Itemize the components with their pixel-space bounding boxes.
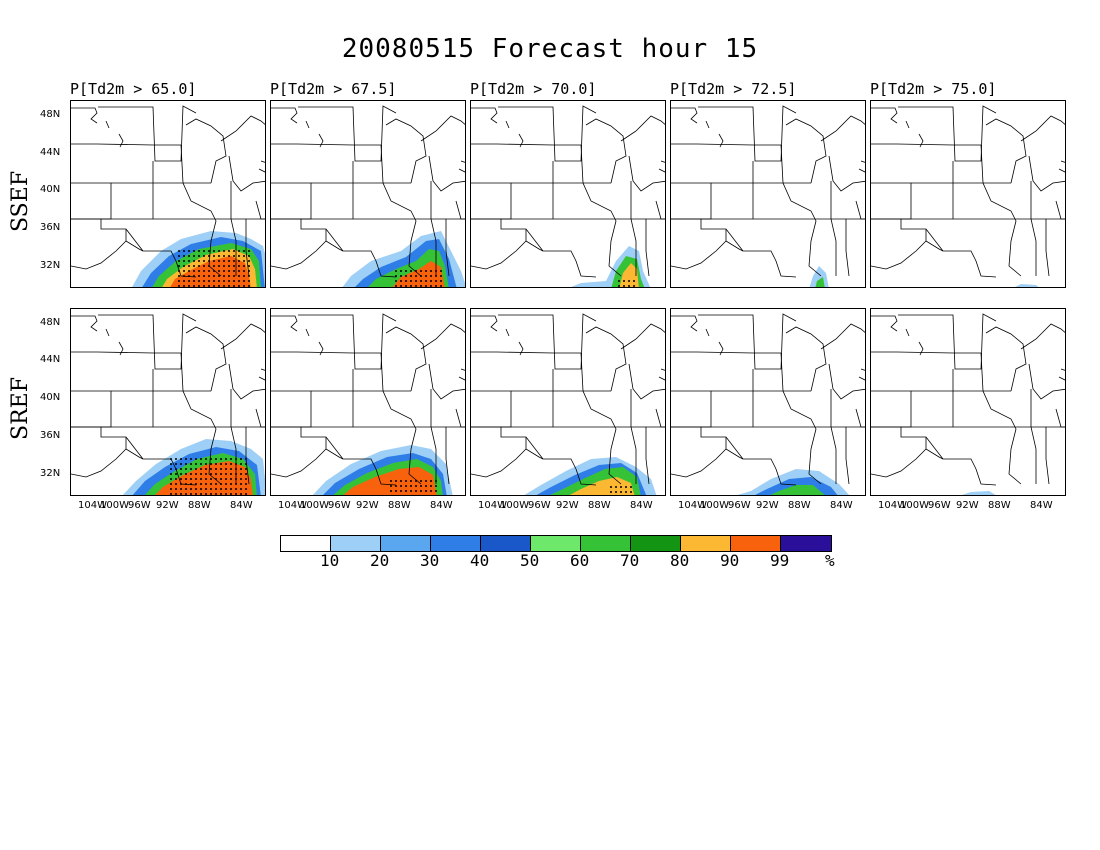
map-panel-sref-3	[470, 308, 666, 496]
map-panel-sref-5	[870, 308, 1066, 496]
row-label-ssef: SSEF	[8, 170, 33, 232]
map-panel-ssef-4	[670, 100, 866, 288]
lon-tick-88w-panel-4: 88W	[788, 500, 811, 511]
colorbar-swatch-9	[731, 536, 781, 551]
lon-tick-104w-panel-1: 104W	[78, 500, 107, 511]
map-panel-ssef-2	[270, 100, 466, 288]
lon-tick-88w-panel-5: 88W	[988, 500, 1011, 511]
lon-tick-104w-panel-5: 104W	[878, 500, 907, 511]
lat-tick-32n-row2: 32N	[40, 468, 61, 479]
colorbar-swatch-2	[381, 536, 431, 551]
lat-tick-32n-row1: 32N	[40, 260, 61, 271]
lon-tick-92w-panel-2: 92W	[356, 500, 379, 511]
lat-tick-48n-row1: 48N	[40, 109, 61, 120]
map-panel-ssef-5	[870, 100, 1066, 288]
lon-tick-88w-panel-2: 88W	[388, 500, 411, 511]
colorbar-swatch-6	[581, 536, 631, 551]
lat-tick-36n-row1: 36N	[40, 222, 61, 233]
lon-tick-84w-panel-3: 84W	[630, 500, 653, 511]
map-panel-sref-4	[670, 308, 866, 496]
lon-tick-100w-panel-2: 100W	[300, 500, 329, 511]
map-panel-sref-2	[270, 308, 466, 496]
lon-tick-92w-panel-1: 92W	[156, 500, 179, 511]
colorbar-label-8: 90	[720, 551, 740, 570]
lat-tick-48n-row2: 48N	[40, 317, 61, 328]
lon-tick-88w-panel-1: 88W	[188, 500, 211, 511]
lon-tick-100w-panel-1: 100W	[100, 500, 129, 511]
colorbar-swatch-8	[681, 536, 731, 551]
colorbar-label-1: 20	[370, 551, 390, 570]
lon-tick-100w-panel-4: 100W	[700, 500, 729, 511]
lon-tick-104w-panel-4: 104W	[678, 500, 707, 511]
lon-tick-84w-panel-1: 84W	[230, 500, 253, 511]
lon-tick-92w-panel-5: 92W	[956, 500, 979, 511]
lon-tick-96w-panel-3: 96W	[528, 500, 551, 511]
colorbar-label-4: 50	[520, 551, 540, 570]
lat-tick-44n-row1: 44N	[40, 147, 61, 158]
lat-tick-36n-row2: 36N	[40, 430, 61, 441]
lon-tick-100w-panel-5: 100W	[900, 500, 929, 511]
lat-tick-40n-row1: 40N	[40, 184, 61, 195]
lon-tick-92w-panel-4: 92W	[756, 500, 779, 511]
lon-tick-96w-panel-4: 96W	[728, 500, 751, 511]
colorbar-swatch-10	[781, 536, 831, 551]
lon-tick-100w-panel-3: 100W	[500, 500, 529, 511]
panel-title-4: P[Td2m > 72.5]	[670, 80, 797, 98]
colorbar-swatch-5	[531, 536, 581, 551]
lon-tick-84w-panel-4: 84W	[830, 500, 853, 511]
panel-title-5: P[Td2m > 75.0]	[870, 80, 997, 98]
colorbar-label-2: 30	[420, 551, 440, 570]
lon-tick-104w-panel-3: 104W	[478, 500, 507, 511]
lon-tick-96w-panel-2: 96W	[328, 500, 351, 511]
lon-tick-96w-panel-5: 96W	[928, 500, 951, 511]
lon-tick-84w-panel-5: 84W	[1030, 500, 1053, 511]
colorbar-swatch-4	[481, 536, 531, 551]
figure-title: 20080515 Forecast hour 15	[341, 34, 759, 64]
panel-title-1: P[Td2m > 65.0]	[70, 80, 197, 98]
colorbar-swatch-1	[331, 536, 381, 551]
colorbar-label-6: 70	[620, 551, 640, 570]
colorbar-label-3: 40	[470, 551, 490, 570]
colorbar-swatch-7	[631, 536, 681, 551]
lon-tick-92w-panel-3: 92W	[556, 500, 579, 511]
colorbar-label-9: 99	[770, 551, 790, 570]
colorbar-label-5: 60	[570, 551, 590, 570]
lon-tick-96w-panel-1: 96W	[128, 500, 151, 511]
lat-tick-44n-row2: 44N	[40, 354, 61, 365]
lon-tick-84w-panel-2: 84W	[430, 500, 453, 511]
lon-tick-104w-panel-2: 104W	[278, 500, 307, 511]
panel-title-2: P[Td2m > 67.5]	[270, 80, 397, 98]
colorbar-label-7: 80	[670, 551, 690, 570]
colorbar-swatch-3	[431, 536, 481, 551]
panel-title-3: P[Td2m > 70.0]	[470, 80, 597, 98]
map-panel-sref-1	[70, 308, 266, 496]
colorbar-label-0: 10	[320, 551, 340, 570]
row-label-sref: SREF	[8, 377, 33, 440]
colorbar	[280, 535, 832, 552]
map-panel-ssef-1	[70, 100, 266, 288]
lon-tick-88w-panel-3: 88W	[588, 500, 611, 511]
lat-tick-40n-row2: 40N	[40, 392, 61, 403]
map-panel-ssef-3	[470, 100, 666, 288]
colorbar-label-10: %	[825, 551, 835, 570]
colorbar-swatch-0	[281, 536, 331, 551]
